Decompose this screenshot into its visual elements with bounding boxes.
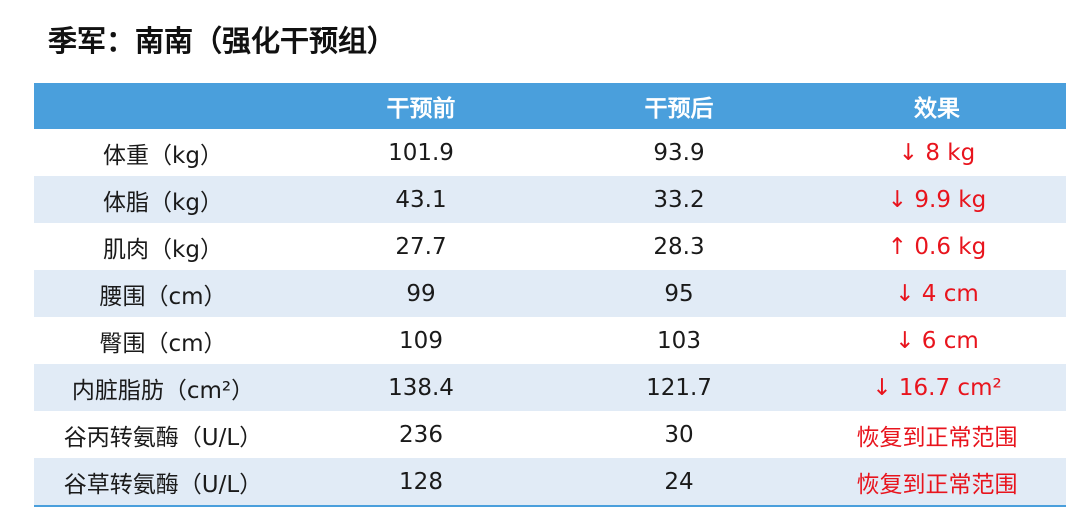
after-cell: 95 <box>664 280 694 307</box>
before-cell: 43.1 <box>395 186 447 213</box>
header-before: 干预前 <box>386 96 456 122</box>
after-cell: 33.2 <box>653 186 705 213</box>
table-row: 内脏脂肪（cm²） 138.4 121.7 ↓ 16.7 cm² <box>34 364 1066 411</box>
metric-cell: 体重（kg） <box>103 142 223 169</box>
table-header: 干预前 干预后 效果 <box>34 83 1066 129</box>
metric-cell: 肌肉（kg） <box>103 236 223 263</box>
effect-cell: ↓ 4 cm <box>895 280 979 307</box>
table-bottom-border <box>34 505 1066 507</box>
table-row: 臀围（cm） 109 103 ↓ 6 cm <box>34 317 1066 364</box>
metric-cell: 内脏脂肪（cm²） <box>71 377 255 404</box>
table-row: 体脂（kg） 43.1 33.2 ↓ 9.9 kg <box>34 176 1066 223</box>
header-after: 干预后 <box>644 96 714 122</box>
metric-cell: 臀围（cm） <box>99 330 227 357</box>
before-cell: 101.9 <box>388 139 454 166</box>
after-cell: 28.3 <box>653 233 705 260</box>
effect-cell: 恢复到正常范围 <box>856 424 1018 451</box>
table-row: 谷丙转氨酶（U/L） 236 30 恢复到正常范围 <box>34 411 1066 458</box>
table-row: 腰围（cm） 99 95 ↓ 4 cm <box>34 270 1066 317</box>
effect-cell: ↓ 16.7 cm² <box>872 374 1002 401</box>
after-cell: 93.9 <box>653 139 705 166</box>
effect-cell: ↓ 9.9 kg <box>887 186 987 213</box>
before-cell: 99 <box>406 280 436 307</box>
before-cell: 128 <box>399 468 443 495</box>
effect-cell: 恢复到正常范围 <box>856 471 1018 498</box>
metric-cell: 体脂（kg） <box>103 189 223 216</box>
effect-cell: ↑ 0.6 kg <box>887 233 987 260</box>
table-row: 体重（kg） 101.9 93.9 ↓ 8 kg <box>34 129 1066 176</box>
after-cell: 103 <box>657 327 701 354</box>
header-effect: 效果 <box>914 96 960 122</box>
effect-cell: ↓ 8 kg <box>898 139 976 166</box>
page-title: 季军：南南（强化干预组） <box>48 24 397 58</box>
metric-cell: 谷草转氨酶（U/L） <box>63 471 263 498</box>
before-cell: 138.4 <box>388 374 454 401</box>
after-cell: 30 <box>664 421 694 448</box>
effect-cell: ↓ 6 cm <box>895 327 979 354</box>
after-cell: 24 <box>664 468 694 495</box>
metric-cell: 腰围（cm） <box>99 283 227 310</box>
table-row: 肌肉（kg） 27.7 28.3 ↑ 0.6 kg <box>34 223 1066 270</box>
metric-cell: 谷丙转氨酶（U/L） <box>63 424 263 451</box>
before-cell: 27.7 <box>395 233 447 260</box>
table-row: 谷草转氨酶（U/L） 128 24 恢复到正常范围 <box>34 458 1066 505</box>
after-cell: 121.7 <box>646 374 712 401</box>
before-cell: 236 <box>399 421 443 448</box>
before-cell: 109 <box>399 327 443 354</box>
results-table: 干预前 干预后 效果 体重（kg） 101.9 93.9 ↓ 8 kg 体脂（k… <box>34 83 1066 507</box>
